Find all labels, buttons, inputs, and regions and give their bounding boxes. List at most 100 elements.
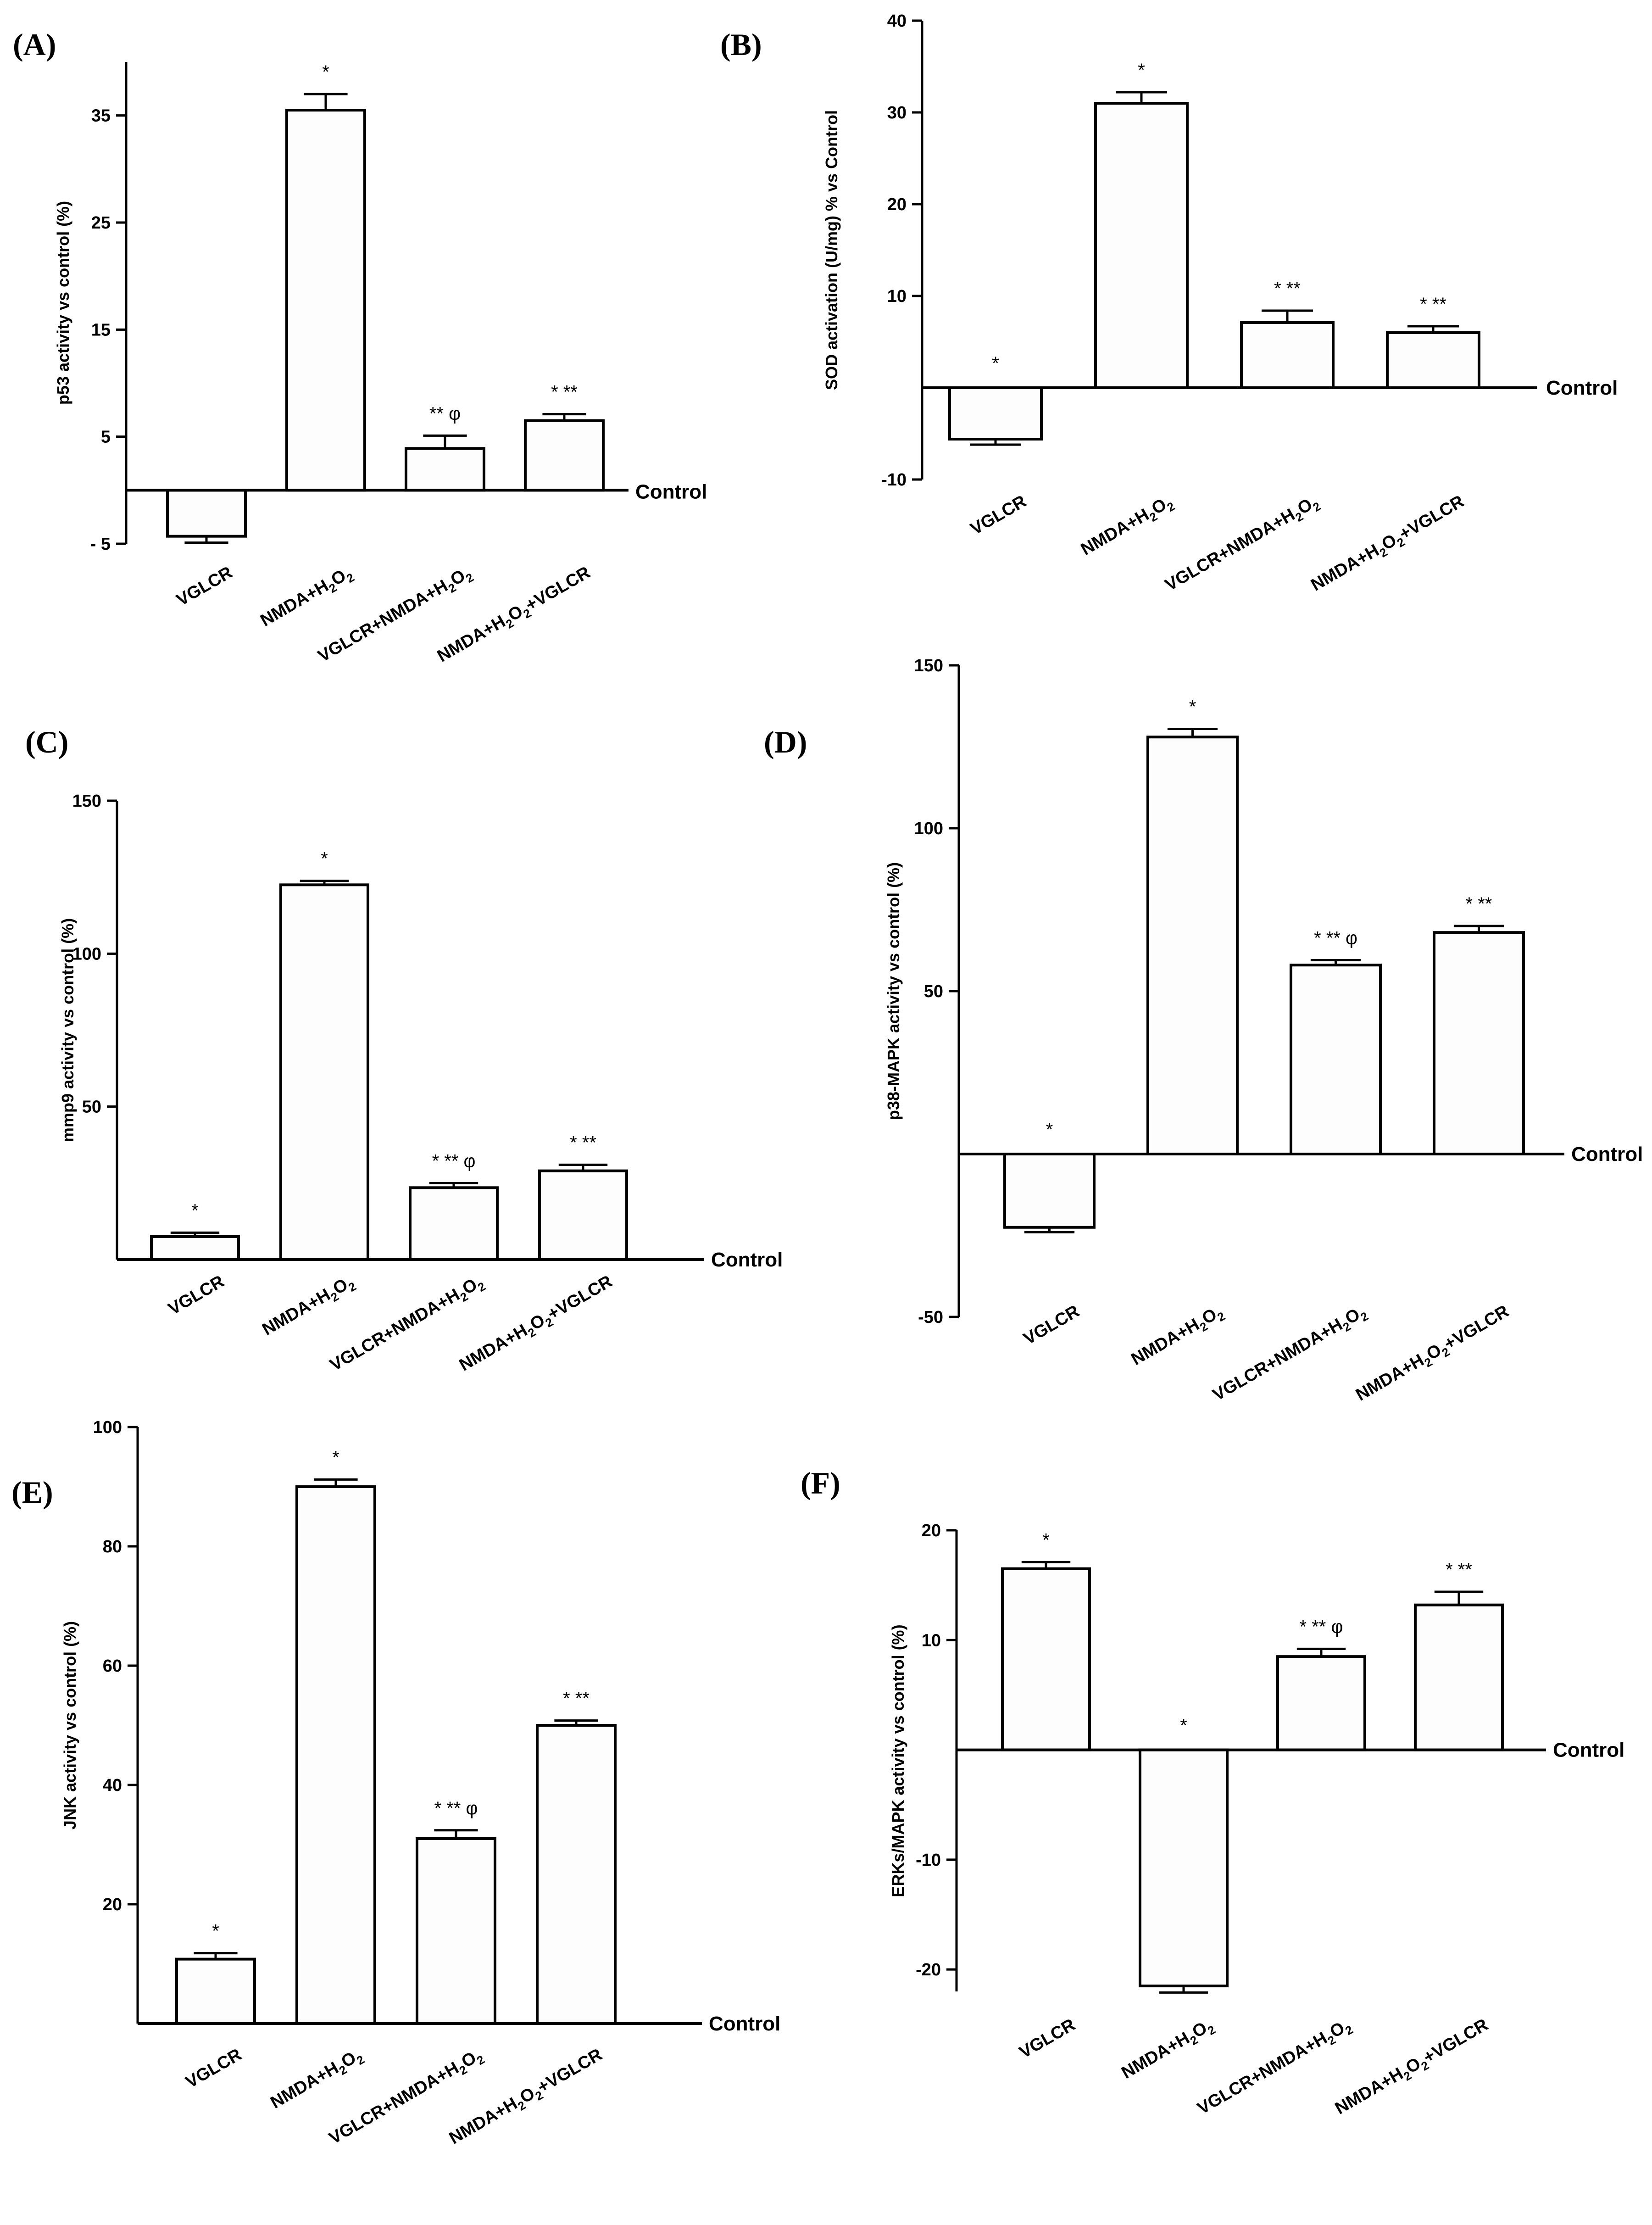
y-tick-label: 80 — [103, 1537, 122, 1556]
bar — [1003, 1153, 1096, 1229]
bar — [1139, 1748, 1229, 1988]
panel-letter: (C) — [25, 725, 68, 759]
significance-label: * ** — [1446, 1560, 1472, 1580]
category-label: VGLCR — [165, 1271, 228, 1319]
y-tick-label: -10 — [881, 470, 907, 490]
significance-label: * — [1189, 697, 1196, 717]
significance-label: * — [212, 1921, 219, 1941]
bar — [1290, 964, 1382, 1155]
significance-label: ** φ — [429, 403, 461, 424]
y-tick-label: 20 — [887, 195, 907, 214]
category-label: VGLCR+NMDA+H2O2 — [1209, 1301, 1370, 1407]
panel-d: (D) -50 50 100 150 p38-MAPK activity vs contr… — [764, 656, 1643, 1407]
panel-letter: (E) — [11, 1475, 53, 1510]
significance-label: * ** — [1420, 294, 1446, 314]
category-label: VGLCR — [183, 2045, 245, 2092]
y-tick-label: 150 — [72, 792, 101, 811]
y-tick-label: 100 — [914, 819, 943, 838]
panel-letter: (A) — [13, 27, 56, 62]
significance-label: * — [322, 62, 329, 82]
significance-label: * ** — [1274, 279, 1301, 299]
y-tick-label: 50 — [924, 982, 943, 1001]
y-tick-label: 100 — [93, 1418, 122, 1437]
bar — [1146, 736, 1239, 1155]
bar — [295, 1485, 376, 2025]
bar — [1094, 102, 1189, 389]
category-label: NMDA+H2O2 — [1128, 1301, 1228, 1372]
category-label: NMDA+H2O2 — [1078, 491, 1177, 562]
significance-label: * — [1042, 1530, 1050, 1550]
y-axis-title: mmp9 activity vs control (%) — [58, 918, 77, 1142]
y-axis-title: ERKs/MAPK activity vs control (%) — [889, 1624, 907, 1897]
significance-label: * ** — [563, 1689, 590, 1709]
y-tick-label: 35 — [91, 106, 111, 126]
bar — [1433, 931, 1525, 1155]
bar — [285, 109, 366, 492]
panel-letter: (B) — [720, 27, 762, 62]
significance-label: * — [1180, 1716, 1187, 1736]
bar — [279, 883, 369, 1261]
bar — [948, 386, 1043, 441]
significance-label: * ** φ — [432, 1151, 476, 1171]
category-label: VGLCR+NMDA+H2O2 — [1194, 2015, 1355, 2121]
y-tick-label: 30 — [887, 103, 907, 123]
category-label: NMDA+H2O2+VGLCR — [1308, 491, 1469, 597]
category-label: NMDA+H2O2 — [257, 563, 357, 633]
significance-label: * ** φ — [1300, 1617, 1343, 1637]
category-label: NMDA+H2O2 — [1118, 2015, 1218, 2086]
y-tick-label: -50 — [918, 1308, 943, 1327]
y-tick-label: -10 — [916, 1851, 941, 1870]
category-label: NMDA+H2O2 — [259, 1271, 359, 1342]
y-tick-label: 5 — [101, 428, 111, 447]
category-label: VGLCR — [967, 491, 1029, 539]
y-tick-label: 10 — [922, 1631, 941, 1650]
bar — [538, 1169, 628, 1261]
category-label: NMDA+H2O2+VGLCR — [1332, 2015, 1493, 2121]
category-label: VGLCR — [1020, 1301, 1083, 1349]
bar — [536, 1724, 617, 2025]
category-label: VGLCR+NMDA+H2O2 — [1162, 491, 1323, 597]
bar — [524, 419, 605, 492]
bar — [166, 489, 247, 538]
category-label: NMDA+H2O2 — [267, 2045, 367, 2115]
category-label: VGLCR — [173, 563, 236, 610]
significance-label: * — [1046, 1120, 1053, 1140]
category-label: VGLCR — [1016, 2015, 1079, 2062]
significance-label: * ** — [1466, 894, 1492, 914]
bar — [1386, 331, 1480, 389]
significance-label: * ** φ — [1314, 928, 1357, 948]
y-tick-label: 100 — [72, 944, 101, 964]
panel-a: (A) - 5 5 15 25 35 p53 activity vs control (%)… — [13, 27, 707, 666]
y-tick-label: 10 — [887, 287, 907, 306]
y-tick-label: 50 — [82, 1098, 101, 1117]
panel-b: (B) -10 10 20 30 40 SOD activation (U/mg) % vs… — [720, 11, 1618, 597]
panel-e: (E) 20 40 60 80 100 JNK activity vs control (%… — [11, 1418, 780, 2148]
y-axis-title: SOD activation (U/mg) % vs Control — [822, 110, 841, 390]
bar — [175, 1957, 256, 2025]
y-tick-label: 40 — [887, 11, 907, 31]
y-tick-label: 20 — [103, 1895, 122, 1914]
significance-label: * — [992, 353, 999, 374]
y-axis-title: p38-MAPK activity vs control (%) — [884, 862, 903, 1120]
significance-label: * ** — [570, 1132, 596, 1153]
bar — [1240, 321, 1335, 389]
y-tick-label: 150 — [914, 656, 943, 675]
bar — [1276, 1655, 1366, 1751]
y-tick-label: 60 — [103, 1656, 122, 1676]
control-label: Control — [1553, 1739, 1624, 1762]
control-label: Control — [711, 1249, 783, 1271]
bar — [1001, 1567, 1091, 1751]
y-tick-label: -20 — [916, 1960, 941, 1980]
y-axis-title: p53 activity vs control (%) — [54, 201, 72, 405]
y-tick-label: 25 — [91, 213, 111, 233]
control-label: Control — [635, 480, 707, 503]
panel-letter: (D) — [764, 725, 807, 759]
significance-label: * — [191, 1200, 199, 1221]
category-label: NMDA+H2O2+VGLCR — [1352, 1301, 1513, 1407]
significance-label: * — [332, 1447, 339, 1467]
panel-c: (C) 50 100 150 mmp9 activity vs control (%) *… — [25, 725, 783, 1375]
y-tick-label: 20 — [922, 1521, 941, 1540]
significance-label: * — [321, 849, 328, 869]
control-label: Control — [1571, 1143, 1643, 1165]
